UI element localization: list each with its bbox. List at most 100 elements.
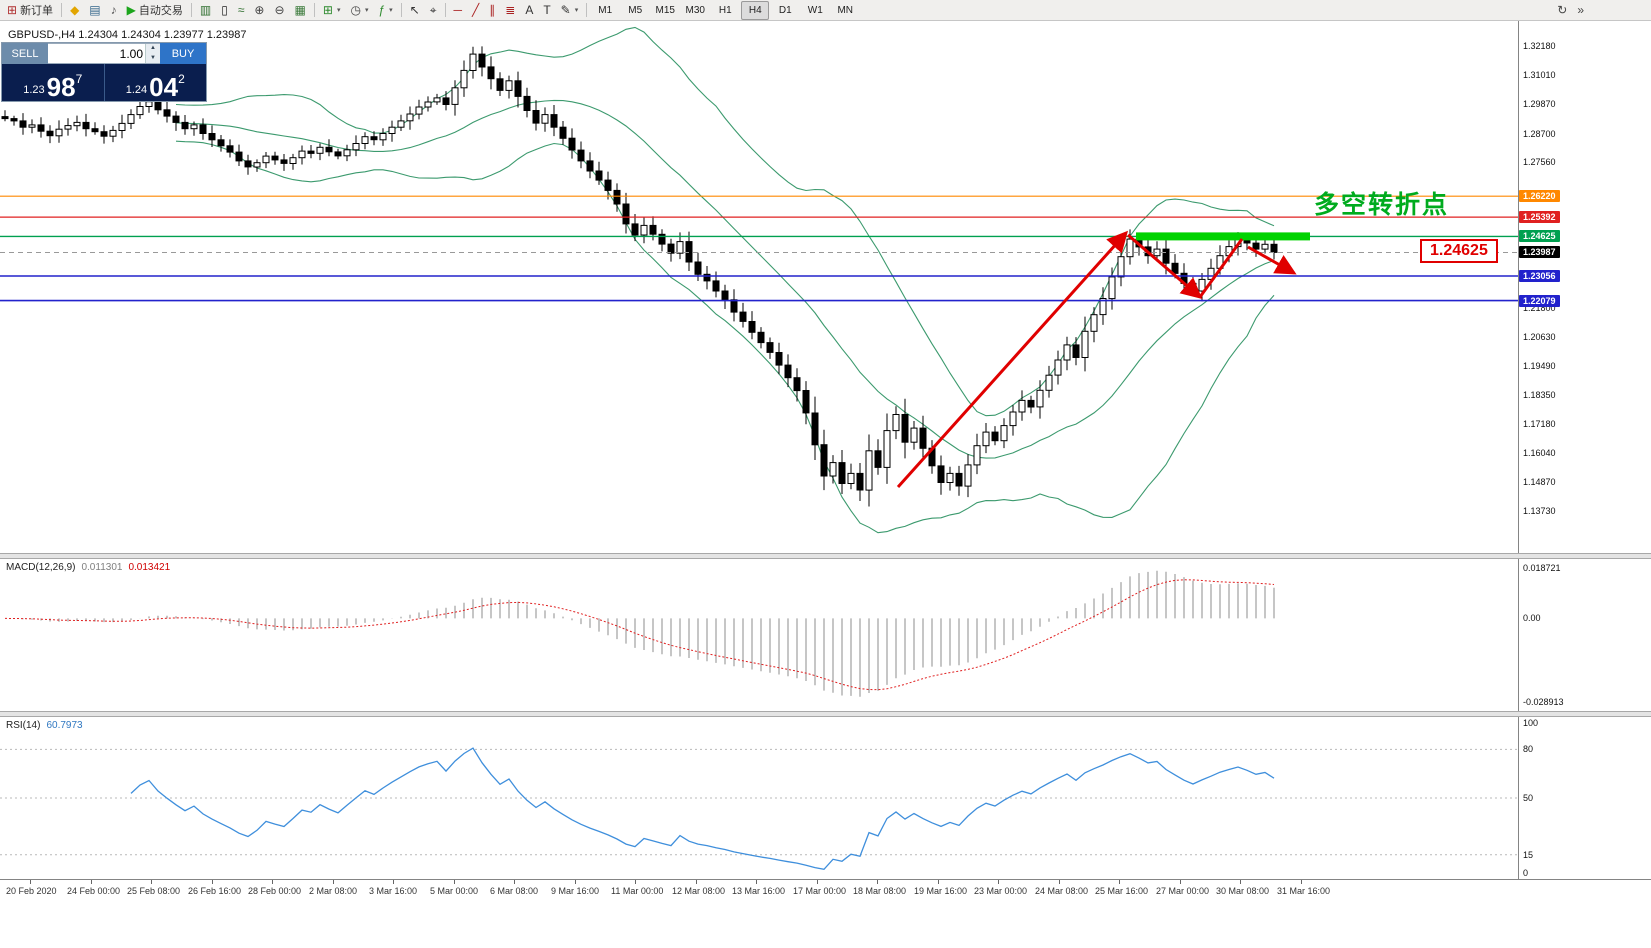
rsi-value: 60.7973 [46, 720, 83, 731]
macd-plot-area[interactable]: MACD(12,26,9) 0.011301 0.013421 [0, 559, 1518, 711]
trendline-icon[interactable]: ╱ [472, 3, 480, 17]
macd-axis[interactable]: 0.018721 0.00 -0.028913 [1518, 559, 1651, 711]
time-axis-label: 20 Feb 2020 [6, 886, 57, 896]
timeframe-m1-button[interactable]: M1 [598, 4, 613, 16]
channel-icon[interactable]: ∥ [489, 3, 496, 17]
timeframe-h1-button[interactable]: H1 [718, 4, 732, 16]
sell-price-sup: 7 [75, 72, 83, 86]
time-axis-tick [333, 880, 334, 884]
candlestick-chart-icon[interactable]: ▯ [221, 3, 228, 17]
price-axis-label: 1.21800 [1523, 303, 1556, 313]
sell-price-small: 1.23 [23, 84, 45, 96]
sell-button[interactable]: SELL [2, 43, 48, 64]
timeframe-m5-button[interactable]: M5 [628, 4, 643, 16]
resistance-highlight-bar[interactable] [1136, 232, 1310, 241]
tile-windows-icon[interactable]: ▦ [294, 3, 306, 17]
fibonacci-icon[interactable]: ≣ [505, 3, 516, 17]
time-axis-label: 24 Mar 08:00 [1035, 886, 1089, 896]
time-axis-tick [151, 880, 152, 884]
time-axis-tick [91, 880, 92, 884]
resistance-price-label[interactable]: 1.24625 [1420, 239, 1498, 263]
macd-axis-label: 0.00 [1523, 613, 1541, 623]
price-axis-label: 1.18350 [1523, 390, 1556, 400]
label-tool-icon[interactable]: T [543, 3, 551, 17]
refresh-icon[interactable]: ↻ [1557, 3, 1568, 17]
panel-divider[interactable] [0, 711, 1651, 717]
profiles-button[interactable]: ◷ ▾ [350, 3, 369, 17]
time-axis-label: 31 Mar 16:00 [1277, 886, 1331, 896]
toolbar-right-group: ↻» [1552, 1, 1589, 20]
time-axis-tick [635, 880, 636, 884]
time-axis-label: 6 Mar 08:00 [490, 886, 539, 896]
buy-price-display: 1.24 04 2 [105, 64, 207, 101]
line-chart-icon[interactable]: ≈ [237, 3, 245, 17]
price-axis-label: 1.28700 [1523, 129, 1556, 139]
time-axis-tick [1059, 880, 1060, 884]
text-tool-icon[interactable]: A [525, 3, 534, 17]
price-level-badge: 1.22079 [1519, 295, 1560, 307]
time-axis-label: 23 Mar 00:00 [974, 886, 1028, 896]
timeframe-d1-button[interactable]: D1 [778, 4, 792, 16]
candlestick-chart[interactable] [0, 21, 1518, 553]
new-order-button[interactable]: ⊞ 新订单 [7, 3, 54, 17]
trend-arrow[interactable] [1247, 245, 1297, 275]
autotrading-button[interactable]: ▶ 自动交易 [126, 3, 183, 17]
shapes-tool-icon[interactable]: ✎ ▾ [560, 3, 579, 17]
timeframe-mn-button[interactable]: MN [837, 4, 854, 16]
rsi-title: RSI(14) [6, 720, 41, 731]
trend-arrow[interactable] [1198, 238, 1244, 298]
time-axis-label: 2 Mar 08:00 [309, 886, 358, 896]
lot-increase-button[interactable]: ▲ [146, 44, 160, 54]
time-axis-label: 27 Mar 00:00 [1156, 886, 1210, 896]
rsi-axis[interactable]: 100 80 50 15 0 [1518, 717, 1651, 879]
rsi-axis-label: 100 [1523, 718, 1539, 728]
toolbar-separator [190, 3, 192, 17]
crosshair-icon[interactable]: ⌖ [429, 3, 437, 17]
sound-icon[interactable]: ♪ [110, 3, 117, 17]
macd-axis-label: -0.028913 [1523, 697, 1564, 707]
zoom-in-icon[interactable]: ⊕ [254, 3, 265, 17]
trend-arrow[interactable] [896, 230, 1129, 489]
chart-shift-icon[interactable]: » [1577, 3, 1584, 17]
lot-size-input[interactable] [48, 44, 145, 63]
rsi-plot-area[interactable]: RSI(14) 60.7973 [0, 717, 1518, 879]
price-axis-label: 1.27560 [1523, 157, 1556, 167]
new-chart-button[interactable]: ⊞ ▾ [322, 3, 341, 17]
macd-value-signal: 0.013421 [128, 562, 171, 573]
turning-point-annotation[interactable]: 多空转折点 [1314, 191, 1450, 219]
time-axis-label: 5 Mar 00:00 [430, 886, 479, 896]
chart-plot-area[interactable]: GBPUSD-,H4 1.24304 1.24304 1.23977 1.239… [0, 21, 1518, 553]
time-axis-tick [756, 880, 757, 884]
price-level-badge: 1.23056 [1519, 270, 1560, 282]
time-axis-label: 24 Feb 00:00 [67, 886, 121, 896]
price-axis[interactable]: 1.32180 1.31010 1.29870 1.28700 1.27560 1.218… [1518, 21, 1651, 553]
sell-price-display: 1.23 98 7 [2, 64, 105, 101]
horizontal-line-icon[interactable]: ─ [453, 3, 463, 17]
indicators-button[interactable]: ƒ ▾ [378, 3, 393, 17]
trend-arrow[interactable] [1127, 233, 1203, 299]
time-axis-label: 3 Mar 16:00 [369, 886, 418, 896]
timeframe-m15-button[interactable]: M15 [655, 4, 675, 16]
bar-chart-icon[interactable]: ▥ [199, 3, 212, 17]
macd-axis-label: 0.018721 [1523, 563, 1561, 573]
macd-title: MACD(12,26,9) [6, 562, 76, 573]
timeframe-w1-button[interactable]: W1 [807, 4, 823, 16]
data-window-icon[interactable]: ▤ [89, 3, 101, 17]
time-axis-label: 18 Mar 08:00 [853, 886, 907, 896]
time-axis[interactable]: 20 Feb 2020 24 Feb 00:00 25 Feb 08:00 26 Fe… [0, 879, 1651, 902]
timeframe-h4-button[interactable]: H4 [741, 0, 770, 20]
cursor-icon[interactable]: ↖ [409, 3, 420, 17]
mql5-community-icon[interactable]: ◆ [70, 3, 80, 17]
toolbar-separator [400, 3, 402, 17]
lot-decrease-button[interactable]: ▼ [146, 53, 160, 63]
bollinger-band-line [175, 26, 1275, 417]
buy-button[interactable]: BUY [160, 43, 206, 64]
price-axis-label: 1.17180 [1523, 419, 1556, 429]
macd-value-main: 0.011301 [81, 562, 123, 573]
sell-price-big: 98 [46, 72, 76, 102]
timeframe-m30-button[interactable]: M30 [685, 4, 705, 16]
panel-divider[interactable] [0, 553, 1651, 559]
zoom-out-icon[interactable]: ⊖ [274, 3, 285, 17]
price-axis-label: 1.32180 [1523, 41, 1556, 51]
price-level-badge: 1.23987 [1519, 246, 1560, 258]
